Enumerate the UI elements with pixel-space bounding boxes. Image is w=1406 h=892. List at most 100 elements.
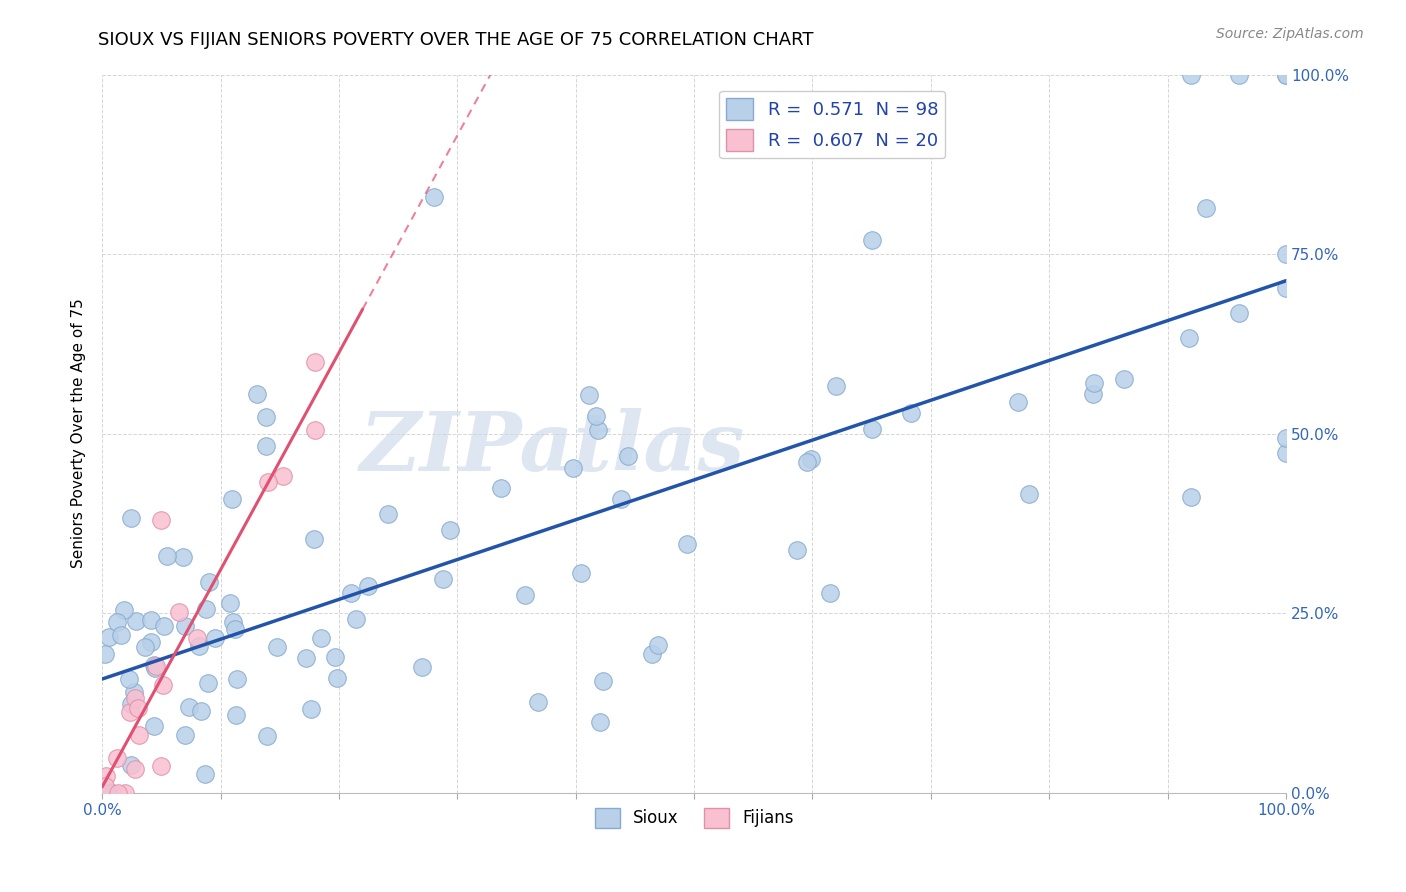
Point bbox=[177, 699, 200, 714]
Point bbox=[224, 622, 246, 636]
Point bbox=[118, 672, 141, 686]
Point bbox=[1275, 281, 1298, 295]
Point bbox=[304, 423, 326, 437]
Point bbox=[1227, 68, 1250, 82]
Point bbox=[107, 786, 129, 800]
Legend: Sioux, Fijians: Sioux, Fijians bbox=[588, 801, 800, 835]
Point bbox=[1275, 68, 1298, 82]
Point bbox=[120, 758, 142, 772]
Point bbox=[1275, 446, 1298, 460]
Point bbox=[825, 379, 848, 393]
Point bbox=[124, 763, 146, 777]
Point bbox=[513, 588, 536, 602]
Point bbox=[152, 678, 174, 692]
Point bbox=[422, 189, 444, 203]
Point bbox=[98, 630, 121, 644]
Point bbox=[204, 631, 226, 645]
Point bbox=[150, 758, 173, 772]
Point bbox=[377, 507, 399, 521]
Point bbox=[302, 532, 325, 546]
Point bbox=[561, 460, 583, 475]
Point bbox=[860, 233, 883, 247]
Point bbox=[188, 639, 211, 653]
Point bbox=[610, 491, 633, 506]
Point bbox=[245, 387, 267, 401]
Point bbox=[589, 715, 612, 730]
Text: Source: ZipAtlas.com: Source: ZipAtlas.com bbox=[1216, 27, 1364, 41]
Point bbox=[225, 708, 247, 723]
Point bbox=[617, 450, 640, 464]
Point bbox=[145, 658, 167, 673]
Point bbox=[1083, 386, 1105, 401]
Point bbox=[1180, 490, 1202, 504]
Point bbox=[1007, 395, 1029, 409]
Point bbox=[588, 423, 610, 437]
Point bbox=[344, 612, 367, 626]
Point bbox=[1177, 331, 1199, 345]
Point bbox=[1275, 68, 1298, 82]
Point bbox=[900, 406, 922, 420]
Point bbox=[190, 704, 212, 718]
Point bbox=[439, 524, 461, 538]
Point bbox=[169, 605, 191, 619]
Point bbox=[786, 543, 808, 558]
Point bbox=[266, 640, 288, 654]
Point bbox=[578, 388, 600, 402]
Point bbox=[94, 647, 117, 661]
Point bbox=[120, 698, 142, 712]
Y-axis label: Seniors Poverty Over the Age of 75: Seniors Poverty Over the Age of 75 bbox=[72, 299, 86, 568]
Point bbox=[94, 769, 117, 783]
Point bbox=[299, 702, 322, 716]
Point bbox=[254, 439, 277, 453]
Point bbox=[796, 455, 818, 469]
Point bbox=[257, 475, 280, 490]
Point bbox=[585, 409, 607, 423]
Point bbox=[118, 705, 141, 719]
Point bbox=[225, 672, 247, 686]
Point bbox=[1083, 376, 1105, 391]
Point bbox=[221, 492, 243, 507]
Point bbox=[1180, 68, 1202, 82]
Point bbox=[860, 422, 883, 436]
Point bbox=[800, 452, 823, 467]
Point bbox=[156, 549, 179, 564]
Point bbox=[105, 751, 128, 765]
Point bbox=[139, 613, 162, 627]
Point bbox=[142, 719, 165, 733]
Point bbox=[143, 661, 166, 675]
Point bbox=[271, 469, 294, 483]
Point bbox=[411, 660, 433, 674]
Point bbox=[641, 647, 664, 661]
Point bbox=[304, 355, 326, 369]
Point bbox=[527, 695, 550, 709]
Point bbox=[197, 574, 219, 589]
Point bbox=[647, 638, 669, 652]
Point bbox=[134, 640, 156, 654]
Point bbox=[153, 619, 176, 633]
Point bbox=[222, 615, 245, 629]
Point bbox=[256, 729, 278, 743]
Point bbox=[114, 786, 136, 800]
Point bbox=[173, 619, 195, 633]
Point bbox=[122, 685, 145, 699]
Point bbox=[1275, 246, 1298, 260]
Point bbox=[295, 651, 318, 665]
Point bbox=[120, 511, 142, 525]
Point bbox=[309, 632, 332, 646]
Point bbox=[357, 579, 380, 593]
Point bbox=[125, 615, 148, 629]
Point bbox=[127, 701, 149, 715]
Point bbox=[172, 550, 194, 565]
Point bbox=[174, 728, 197, 742]
Point bbox=[820, 586, 842, 600]
Point bbox=[1275, 431, 1298, 445]
Point bbox=[432, 572, 454, 586]
Point bbox=[1018, 487, 1040, 501]
Point bbox=[326, 672, 349, 686]
Point bbox=[124, 691, 146, 706]
Point bbox=[254, 410, 277, 425]
Point bbox=[96, 786, 118, 800]
Point bbox=[1227, 305, 1250, 319]
Point bbox=[489, 481, 512, 495]
Point bbox=[110, 627, 132, 641]
